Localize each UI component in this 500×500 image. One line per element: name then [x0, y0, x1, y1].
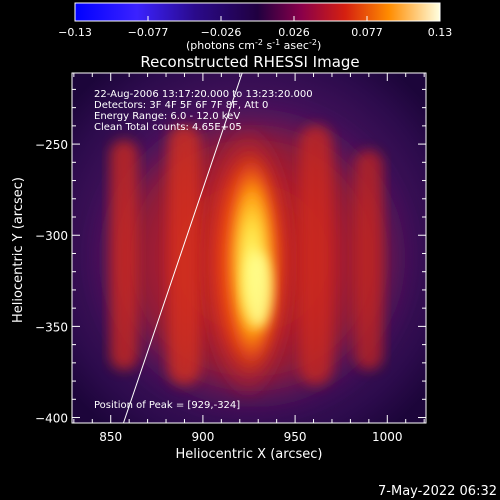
annotation-time-range: 22-Aug-2006 13:17:20.000 to 13:23:20.000 — [94, 89, 313, 100]
x-tick-label: 1000 — [372, 430, 403, 444]
annotation-peak-position: Position of Peak = [929,-324] — [94, 400, 240, 411]
annotation-detectors: Detectors: 3F 4F 5F 6F 7F 8F, Att 0 — [94, 100, 268, 111]
annotation-clean-counts: Clean Total counts: 4.65E+05 — [94, 122, 242, 133]
colorbar-ticks: −0.13 −0.077 −0.026 0.026 0.077 0.13 — [58, 16, 452, 39]
y-tick-label: −300 — [35, 229, 68, 243]
colorbar-tick-label: −0.13 — [58, 26, 92, 39]
emission-stripe — [355, 150, 383, 370]
chart-title: Reconstructed RHESSI Image — [140, 53, 359, 71]
colorbar-unit-label: (photons cm-2 s-1 asec-2) — [186, 38, 321, 52]
x-tick-label: 850 — [99, 430, 122, 444]
emission-stripe — [300, 125, 332, 385]
plot-frame — [71, 72, 427, 424]
emission-stripe — [110, 140, 138, 370]
y-axis-title: Heliocentric Y (arcsec) — [11, 177, 26, 323]
y-axis-ticks: −250 −300 −350 −400 — [35, 88, 426, 426]
heatmap-image — [72, 73, 426, 423]
x-tick-label: 900 — [191, 430, 214, 444]
colorbar-tick-label: −0.026 — [201, 26, 242, 39]
x-tick-label: 950 — [284, 430, 307, 444]
solar-limb-line — [122, 73, 243, 423]
colorbar-tick-label: −0.077 — [128, 26, 169, 39]
annotation-energy-range: Energy Range: 6.0 - 12.0 keV — [94, 111, 240, 122]
y-tick-label: −250 — [35, 138, 68, 152]
peak-core — [244, 252, 272, 328]
y-tick-label: −350 — [35, 320, 68, 334]
colorbar-tick-label: 0.077 — [351, 26, 383, 39]
x-axis-title: Heliocentric X (arcsec) — [176, 447, 323, 462]
emission-stripe — [168, 125, 200, 385]
footer-timestamp: 7-May-2022 06:32 — [378, 484, 497, 499]
x-axis-ticks: 850 900 950 1000 — [73, 73, 425, 444]
colorbar-tick-label: 0.13 — [428, 26, 453, 39]
y-tick-label: −400 — [35, 412, 68, 426]
colorbar-tick-label: 0.026 — [278, 26, 310, 39]
colorbar — [74, 2, 441, 22]
